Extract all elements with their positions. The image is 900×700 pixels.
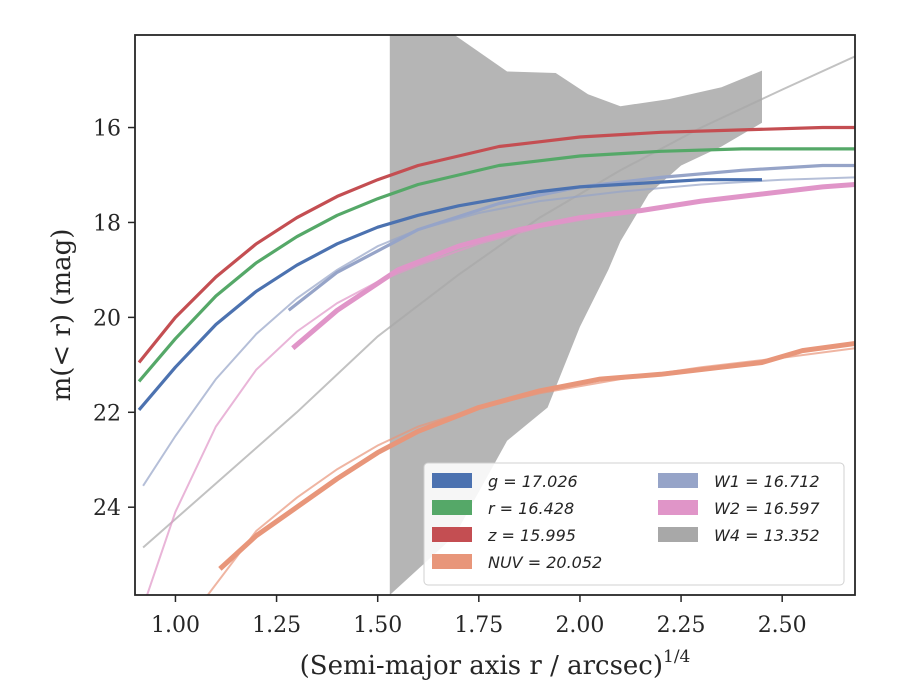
series-w4-model-line [142,55,855,549]
y-tick-label: 16 [93,117,121,142]
x-tick-label: 1.00 [151,613,200,638]
legend-label-w1: W1 = 16.712 [714,472,820,491]
series-w4-band [389,35,762,595]
legend-swatch-nuv [432,554,472,569]
legend-swatch-w2 [658,500,698,515]
plot-area [137,35,855,595]
y-tick-label: 18 [93,211,121,236]
y-axis: 16 18 20 22 24 [93,117,135,521]
legend: g = 17.026 r = 16.428 z = 15.995 NUV = 20.0… [423,462,845,586]
series-w2-profile-line [291,182,855,351]
y-tick-label: 22 [93,401,121,426]
legend-label-w2: W2 = 16.597 [714,499,820,518]
y-tick-label: 24 [93,496,121,521]
x-tick-label: 2.50 [758,613,807,638]
legend-swatch-r [432,500,472,515]
x-tick-label: 1.75 [454,613,503,638]
series-z-profile-line [137,125,855,364]
x-axis-title: (Semi-major axis r / arcsec)1/4 [300,647,691,681]
series-nuv-profile-line [218,341,855,571]
legend-swatch-w1 [658,473,698,488]
legend-label-w4: W4 = 13.352 [714,526,820,545]
legend-box [423,462,845,586]
x-tick-label: 1.50 [353,613,402,638]
x-tick-label: 2.25 [657,613,706,638]
legend-label-nuv: NUV = 20.052 [488,553,602,572]
legend-swatch-w4 [658,527,698,542]
series-g-profile-line [137,178,762,411]
x-tick-label: 1.25 [252,613,301,638]
legend-swatch-z [432,527,472,542]
series-w1-model-line [142,176,855,487]
legend-label-z: z = 15.995 [487,526,576,545]
plot-frame [134,34,856,596]
legend-label-r: r = 16.428 [488,499,574,518]
y-axis-title: m(< r) (mag) [47,229,77,402]
y-tick-label: 20 [93,306,121,331]
x-tick-label: 2.00 [555,613,604,638]
series-r-profile-line [137,147,855,383]
legend-swatch-g [432,473,472,488]
legend-label-g: g = 17.026 [488,472,578,491]
x-axis: 1.00 1.25 1.50 1.75 2.00 2.25 2.50 [151,595,807,638]
